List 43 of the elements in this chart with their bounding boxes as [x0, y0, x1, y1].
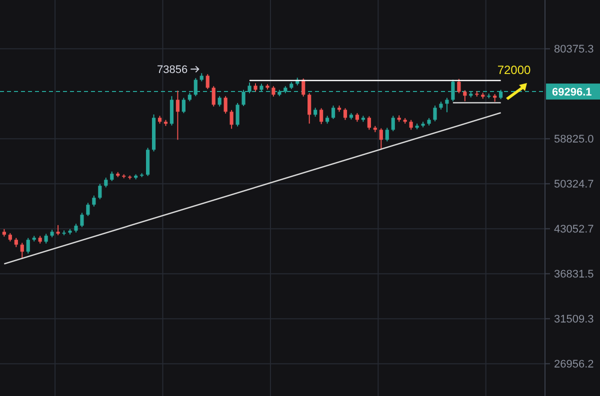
- candlestick: [80, 212, 84, 228]
- candlestick: [26, 237, 30, 254]
- candlestick: [212, 86, 216, 107]
- candlestick: [86, 202, 90, 216]
- y-tick-label: 43052.7: [554, 224, 594, 236]
- candlestick: [391, 115, 395, 132]
- candlestick: [218, 96, 222, 107]
- y-tick-label: 26956.2: [554, 358, 594, 371]
- candlestick: [457, 78, 461, 94]
- candlestick: [20, 242, 24, 258]
- candlestick: [445, 97, 449, 113]
- candlestick: [98, 183, 102, 200]
- ref-line-label: 69296.1: [552, 86, 592, 98]
- candlestick: [182, 97, 186, 114]
- candlestick: [367, 116, 371, 130]
- candlestick: [44, 233, 48, 244]
- candlestick: [433, 105, 437, 122]
- annotation: 73856: [157, 64, 188, 76]
- y-tick-label: 36831.5: [554, 268, 594, 281]
- candlestick: [409, 119, 413, 130]
- candlestick: [385, 127, 389, 142]
- annotation: 72000: [497, 63, 532, 77]
- candlestick: [320, 108, 324, 125]
- candlestick: [170, 96, 174, 126]
- candlestick: [176, 90, 180, 140]
- candlestick: [343, 108, 348, 120]
- candlestick: [272, 86, 276, 98]
- candlestick: [230, 109, 234, 130]
- candlestick: [110, 171, 114, 182]
- candlestick: [206, 74, 210, 90]
- candlestick: [331, 105, 336, 120]
- y-tick-label: 31509.3: [554, 314, 594, 326]
- candlestick: [379, 128, 383, 150]
- y-tick-label: 58825.0: [554, 134, 594, 146]
- candlestick: [308, 92, 312, 124]
- y-tick-label: 80375.3: [554, 44, 594, 56]
- candlestick: [92, 195, 96, 208]
- candlestick: [463, 90, 467, 102]
- candlestick: [224, 96, 228, 114]
- candlestick: [236, 102, 240, 127]
- candlestick: [56, 224, 60, 236]
- candlestick: [104, 177, 108, 188]
- y-tick-label: 50324.7: [554, 178, 594, 191]
